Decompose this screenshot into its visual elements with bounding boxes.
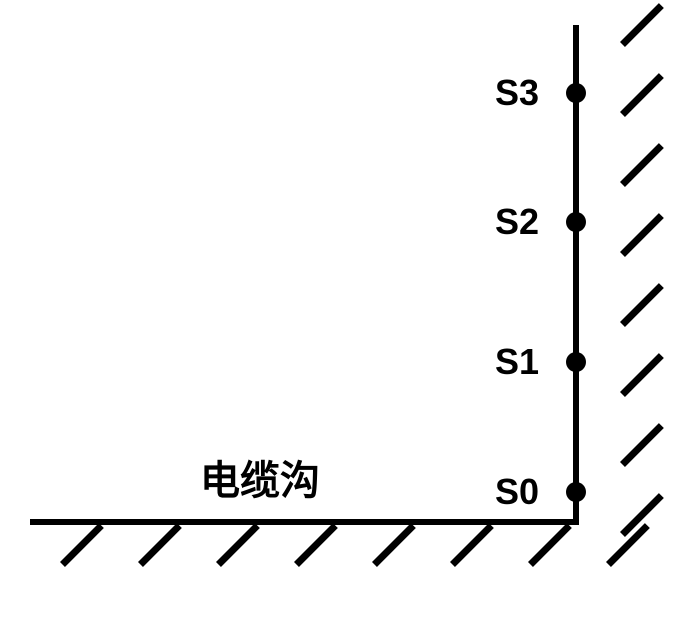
sensor-label-s1: S1 — [495, 341, 539, 383]
hatch-mark — [620, 423, 664, 467]
hatch-mark — [620, 283, 664, 327]
hatch-mark — [620, 3, 664, 47]
sensor-point-s3 — [566, 83, 586, 103]
hatch-mark — [216, 523, 260, 567]
hatch-mark — [620, 353, 664, 397]
cable-trench-diagram: S0 S1 S2 S3 电缆沟 — [0, 0, 691, 631]
hatch-mark — [620, 213, 664, 257]
sensor-label-s0: S0 — [495, 471, 539, 513]
horizontal-wall — [30, 519, 579, 525]
hatch-mark — [528, 523, 572, 567]
sensor-label-s3: S3 — [495, 72, 539, 114]
hatch-mark — [294, 523, 338, 567]
trench-label: 电缆沟 — [200, 448, 320, 506]
sensor-point-s0 — [566, 482, 586, 502]
hatch-mark — [372, 523, 416, 567]
hatch-mark — [620, 143, 664, 187]
hatch-mark — [60, 523, 104, 567]
hatch-mark — [138, 523, 182, 567]
hatch-mark — [620, 73, 664, 117]
sensor-label-s2: S2 — [495, 201, 539, 243]
hatch-mark — [450, 523, 494, 567]
sensor-point-s2 — [566, 212, 586, 232]
sensor-point-s1 — [566, 352, 586, 372]
